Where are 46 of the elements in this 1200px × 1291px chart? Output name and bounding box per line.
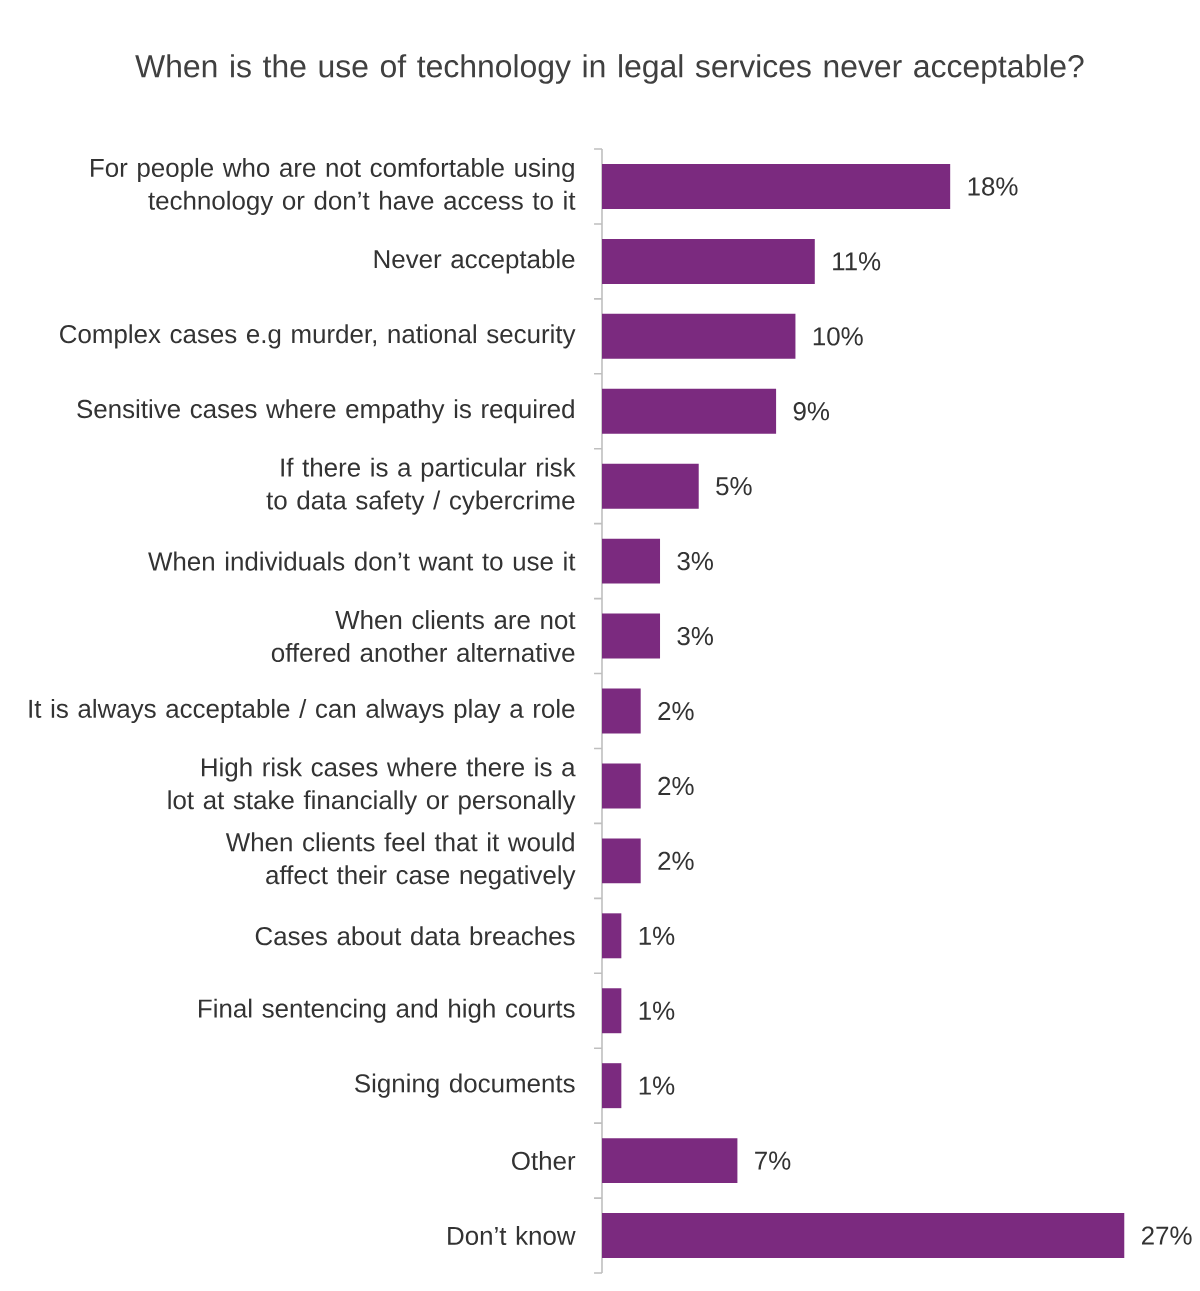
y-tick-label: Never acceptable: [374, 249, 575, 274]
y-tick-label: When clients are not offered another alternative: [271, 610, 576, 663]
bar: [602, 1063, 622, 1109]
data-label: 1%: [639, 1076, 675, 1095]
bar: [602, 238, 815, 284]
bar: [602, 163, 951, 209]
data-label: 27%: [1141, 1226, 1192, 1245]
bar: [602, 613, 661, 659]
bar: [602, 388, 777, 434]
y-tick-label: If there is a particular risk to data safety / cybercrime: [266, 457, 576, 515]
y-tick-label: Complex cases e.g murder, national security: [60, 324, 576, 349]
bar: [602, 763, 641, 809]
y-tick-label: For people who are not comfortable using technology or don’t have access to it: [91, 157, 576, 215]
bar: [602, 988, 622, 1034]
data-label: 7%: [755, 1151, 791, 1170]
data-label: 2%: [658, 776, 694, 796]
bar: [602, 1138, 738, 1184]
y-tick-label: Final sentencing and high courts: [199, 998, 575, 1023]
y-tick-label: It is always acceptable / can always play a role: [29, 698, 575, 724]
y-tick-label: Sensitive cases where empathy is required: [77, 399, 574, 424]
data-label: 1%: [639, 926, 675, 945]
y-tick-label: High risk cases where there is a lot at stake financially or personally: [168, 757, 576, 815]
y-tick-label: Cases about data breaches: [255, 926, 575, 946]
bar: [602, 838, 641, 884]
bar: [602, 463, 699, 509]
y-tick-label: Other: [512, 1151, 576, 1171]
bar: [602, 1213, 1125, 1259]
data-label: 5%: [716, 477, 752, 496]
chart-title: When is the use of technology in legal services never acceptable?: [135, 54, 1084, 84]
data-label: 1%: [639, 1001, 675, 1020]
data-label: 3%: [677, 626, 713, 646]
y-tick-label: When individuals don’t want to use it: [148, 551, 576, 571]
data-label: 9%: [793, 402, 830, 421]
data-label: 11%: [833, 252, 881, 271]
data-label: 2%: [658, 851, 694, 870]
data-label: 2%: [658, 701, 694, 721]
data-label: 10%: [813, 327, 863, 346]
data-label: 18%: [968, 177, 1018, 196]
data-label: 3%: [677, 551, 713, 571]
bar: [602, 688, 641, 734]
y-tick-label: Signing documents: [355, 1073, 575, 1098]
bar: [602, 913, 622, 959]
y-tick-label: Don’t know: [448, 1226, 576, 1246]
bar: [602, 538, 661, 584]
bar: [602, 313, 796, 359]
y-tick-label: When clients feel that it would affect their case negatively: [225, 832, 576, 890]
